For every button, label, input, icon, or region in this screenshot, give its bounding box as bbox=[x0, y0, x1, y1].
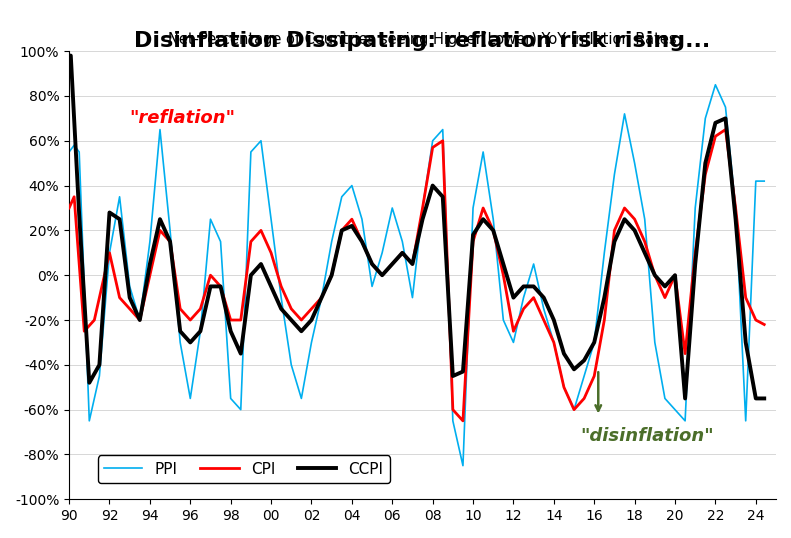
Line: CPI: CPI bbox=[69, 130, 764, 421]
CPI bbox=[759, 321, 769, 328]
PPI bbox=[458, 463, 467, 469]
CCPI bbox=[365, 257, 375, 264]
Line: PPI: PPI bbox=[69, 85, 764, 466]
CCPI bbox=[759, 395, 769, 402]
CPI bbox=[365, 257, 375, 264]
Title: Disinflation Dissipating: reflation risk rising...: Disinflation Dissipating: reflation risk… bbox=[134, 31, 710, 51]
CPI bbox=[458, 417, 467, 424]
CPI bbox=[707, 146, 717, 152]
CCPI bbox=[64, 52, 74, 59]
CCPI bbox=[430, 184, 439, 190]
Text: "disinflation": "disinflation" bbox=[580, 427, 713, 445]
PPI bbox=[365, 272, 375, 279]
CPI bbox=[430, 143, 439, 150]
Line: CCPI: CCPI bbox=[69, 55, 764, 399]
CPI bbox=[64, 205, 74, 211]
CCPI bbox=[680, 395, 690, 402]
PPI bbox=[598, 265, 607, 271]
CCPI bbox=[267, 283, 276, 289]
Legend: PPI, CPI, CCPI: PPI, CPI, CCPI bbox=[98, 456, 390, 483]
CCPI bbox=[707, 133, 717, 139]
CPI bbox=[721, 126, 730, 133]
PPI bbox=[759, 178, 769, 185]
CCPI bbox=[596, 309, 606, 316]
PPI bbox=[430, 136, 439, 142]
PPI bbox=[707, 93, 717, 99]
PPI bbox=[64, 148, 74, 155]
Text: Net-Percentage of Countries seeing Higher(Lower) YoY Inflation Rates: Net-Percentage of Countries seeing Highe… bbox=[168, 32, 677, 47]
CCPI bbox=[589, 339, 599, 345]
CPI bbox=[591, 364, 600, 370]
PPI bbox=[710, 82, 720, 88]
CPI bbox=[598, 326, 607, 332]
PPI bbox=[267, 216, 276, 222]
Text: "reflation": "reflation" bbox=[129, 109, 235, 127]
CPI bbox=[267, 250, 276, 256]
PPI bbox=[591, 324, 600, 331]
